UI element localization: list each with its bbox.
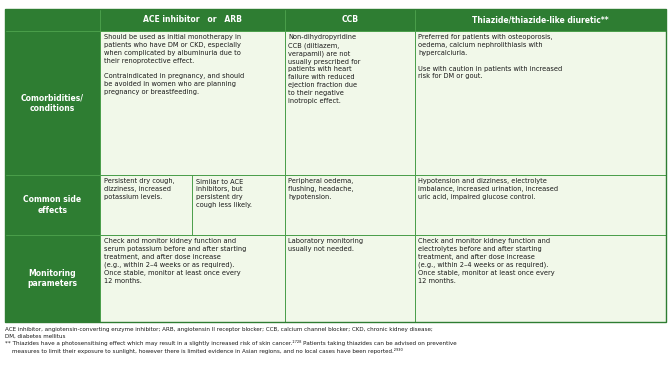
Bar: [100, 235, 285, 322]
Text: Persistent dry cough,
dizziness, increased
potassium levels.: Persistent dry cough, dizziness, increas…: [103, 179, 174, 200]
Bar: [5, 175, 100, 235]
Bar: [5, 9, 100, 31]
Text: ACE inhibitor   or   ARB: ACE inhibitor or ARB: [143, 15, 242, 25]
Text: Similar to ACE
inhibitors, but
persistent dry
cough less likely.: Similar to ACE inhibitors, but persisten…: [195, 179, 252, 208]
Bar: [100, 31, 285, 175]
Text: Monitoring
parameters: Monitoring parameters: [28, 269, 77, 288]
Bar: [100, 175, 285, 235]
Text: CCB: CCB: [342, 15, 358, 25]
Text: Hypotension and dizziness, electrolyte
imbalance, increased urination, increased: Hypotension and dizziness, electrolyte i…: [419, 179, 559, 200]
Bar: [100, 9, 285, 31]
Bar: [5, 235, 100, 322]
Text: Common side
effects: Common side effects: [23, 195, 82, 215]
Text: Thiazide/thiazide-like diuretic**: Thiazide/thiazide-like diuretic**: [472, 15, 609, 25]
Bar: [285, 235, 415, 322]
Text: ACE inhibitor, angiotensin-converting enzyme inhibitor; ARB, angiotensin II rece: ACE inhibitor, angiotensin-converting en…: [5, 327, 433, 339]
Bar: [415, 175, 666, 235]
Bar: [415, 31, 666, 175]
Text: Preferred for patients with osteoporosis,
oedema, calcium nephrolithiasis with
h: Preferred for patients with osteoporosis…: [419, 35, 563, 79]
Text: Check and monitor kidney function and
electrolytes before and after starting
tre: Check and monitor kidney function and el…: [419, 238, 555, 284]
Text: Peripheral oedema,
flushing, headache,
hypotension.: Peripheral oedema, flushing, headache, h…: [289, 179, 354, 200]
Bar: [285, 175, 415, 235]
Bar: [5, 9, 666, 322]
Text: Laboratory monitoring
usually not needed.: Laboratory monitoring usually not needed…: [289, 238, 364, 252]
Text: Should be used as initial monotherapy in
patients who have DM or CKD, especially: Should be used as initial monotherapy in…: [103, 35, 244, 95]
Bar: [415, 9, 666, 31]
Bar: [415, 235, 666, 322]
Text: Check and monitor kidney function and
serum potassium before and after starting
: Check and monitor kidney function and se…: [103, 238, 246, 284]
Text: ** Thiazides have a photosensitising effect which may result in a slightly incre: ** Thiazides have a photosensitising eff…: [5, 340, 457, 354]
Text: Comorbidities/
conditions: Comorbidities/ conditions: [21, 93, 84, 113]
Text: Non-dihydropyridine
CCB (diltiazem,
verapamil) are not
usually prescribed for
pa: Non-dihydropyridine CCB (diltiazem, vera…: [289, 35, 361, 104]
Bar: [285, 31, 415, 175]
Bar: [285, 9, 415, 31]
Bar: [5, 31, 100, 175]
